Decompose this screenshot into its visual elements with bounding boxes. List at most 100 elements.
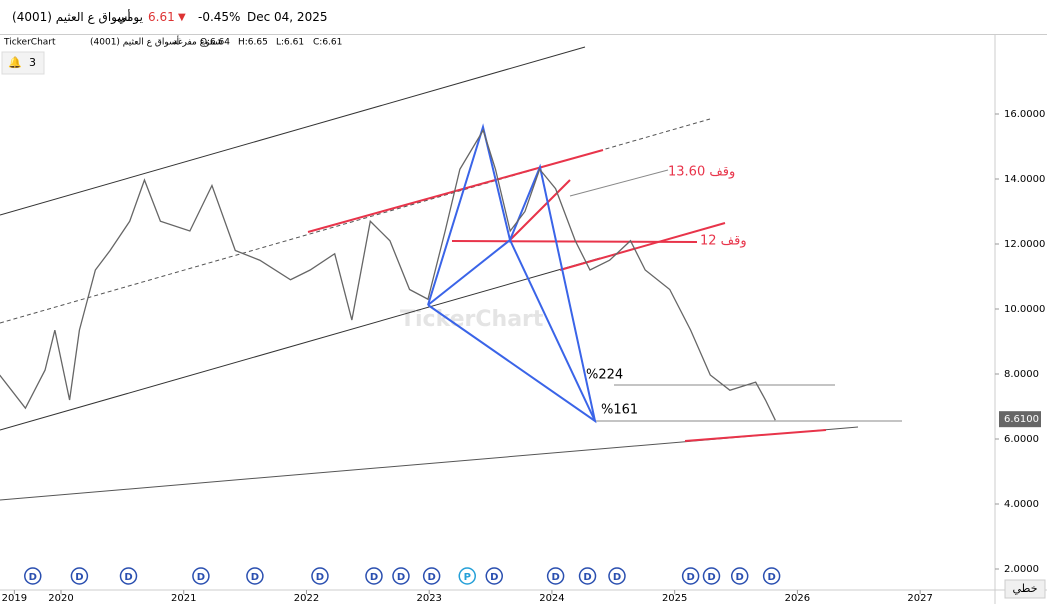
y-tick-label: 6.0000 <box>1004 434 1039 445</box>
y-tick-label: 14.0000 <box>1004 174 1045 185</box>
event-label: D <box>397 572 405 583</box>
last-price-label: 6.6100 <box>1004 414 1039 425</box>
header-bar: أسواق ع العثيم (4001) يومي 6.61 ▼ -0.45%… <box>0 0 1047 35</box>
event-marker[interactable]: D <box>422 567 441 585</box>
event-marker[interactable]: D <box>192 567 210 585</box>
x-tick-label: 2024 <box>539 593 564 604</box>
alert-box[interactable] <box>1 51 45 75</box>
y-tick-label: 12.0000 <box>1004 239 1045 250</box>
event-circle <box>578 567 597 585</box>
date: Dec 04, 2025 <box>247 10 328 24</box>
event-circle <box>681 567 700 585</box>
drawings <box>0 46 902 501</box>
event-marker[interactable]: D <box>608 567 626 585</box>
close: C:6.61 <box>313 38 342 48</box>
event-circle <box>119 567 138 585</box>
last: 6.61 <box>148 10 175 24</box>
event-marker[interactable]: D <box>546 567 565 585</box>
event-marker[interactable]: D <box>119 567 138 585</box>
event-circle <box>192 567 210 585</box>
legend-title: أسواق ع العثيم (4001) <box>90 36 179 48</box>
high: H:6.65 <box>238 38 268 48</box>
event-circle <box>392 567 410 585</box>
x-tick-label: 2020 <box>48 593 73 604</box>
event-label: D <box>197 572 205 583</box>
event-marker[interactable]: P <box>458 567 476 585</box>
event-marker[interactable]: D <box>762 567 781 585</box>
event-label: P <box>464 572 471 583</box>
x-tick-label: 2019 <box>2 593 27 604</box>
event-circle <box>762 567 781 585</box>
x-tick-label: 2023 <box>416 593 441 604</box>
brand: TickerChart <box>3 38 56 48</box>
event-label: D <box>316 572 324 583</box>
event-marker[interactable]: D <box>730 567 749 585</box>
low: L:6.61 <box>276 38 304 48</box>
x-tick-label: 2026 <box>785 593 810 604</box>
y-tick-label: 8.0000 <box>1004 369 1039 380</box>
event-marker[interactable]: D <box>702 567 721 585</box>
last-price-box <box>999 411 1041 428</box>
event-circle <box>608 567 626 585</box>
annotation: وقف 12 <box>700 234 747 249</box>
event-marker[interactable]: D <box>392 567 410 585</box>
event-label: D <box>551 572 559 583</box>
event-marker[interactable]: D <box>24 567 42 585</box>
event-label: D <box>707 572 715 583</box>
annotation: %161 <box>601 403 638 418</box>
symbol[interactable]: أسواق ع العثيم (4001) <box>12 10 131 24</box>
event-circle <box>311 567 329 585</box>
event-label: D <box>736 572 744 583</box>
event-marker[interactable]: D <box>70 567 89 585</box>
x-tick-label: 2021 <box>171 593 196 604</box>
price-line <box>0 128 776 421</box>
watermark: TickerChart <box>400 307 544 332</box>
event-marker[interactable]: D <box>485 567 503 585</box>
event-label: D <box>583 572 591 583</box>
event-circle <box>365 567 383 585</box>
event-label: D <box>767 572 775 583</box>
alert-count: 3 <box>29 56 36 69</box>
y-tick-label: 10.0000 <box>1004 304 1045 315</box>
down-arrow: ▼ <box>178 12 186 23</box>
y-tick-label: 4.0000 <box>1004 499 1039 510</box>
event-marker[interactable]: D <box>311 567 329 585</box>
event-circle <box>485 567 503 585</box>
y-tick-label: 16.0000 <box>1004 109 1045 120</box>
event-marker[interactable]: D <box>578 567 597 585</box>
x-tick-label: 2022 <box>294 593 319 604</box>
open: O:6.64 <box>200 38 230 48</box>
event-circle <box>702 567 721 585</box>
x-tick-label: 2025 <box>662 593 687 604</box>
event-circle <box>730 567 749 585</box>
change: -0.45% <box>198 10 241 24</box>
event-label: D <box>370 572 378 583</box>
event-label: D <box>251 572 259 583</box>
event-circle <box>24 567 42 585</box>
event-circle <box>70 567 89 585</box>
bell: 🔔 <box>8 56 22 69</box>
event-label: D <box>427 572 435 583</box>
event-circle <box>546 567 565 585</box>
event-circle <box>246 567 264 585</box>
event-label: D <box>124 572 132 583</box>
annotation: وقف 13.60 <box>668 165 735 180</box>
scale-toggle[interactable] <box>1004 579 1046 599</box>
event-marker[interactable]: D <box>246 567 264 585</box>
event-label: D <box>686 572 694 583</box>
event-label: D <box>75 572 83 583</box>
legend-style: شموع مفرغة <box>173 38 223 48</box>
annotation: %224 <box>586 368 623 383</box>
period[interactable]: يومي <box>117 10 143 24</box>
event-label: D <box>613 572 621 583</box>
event-label: D <box>490 572 498 583</box>
legend-line: TickerChart أسواق ع العثيم (4001) شموع م… <box>3 36 342 48</box>
scale-mode[interactable]: خطي <box>1013 582 1038 595</box>
event-marker[interactable]: D <box>681 567 700 585</box>
chart: TickerChart أسواق ع العثيم (4001) شموع م… <box>0 34 1047 604</box>
event-circle <box>458 567 476 585</box>
event-circle <box>422 567 441 585</box>
event-marker[interactable]: D <box>365 567 383 585</box>
event-label: D <box>29 572 37 583</box>
